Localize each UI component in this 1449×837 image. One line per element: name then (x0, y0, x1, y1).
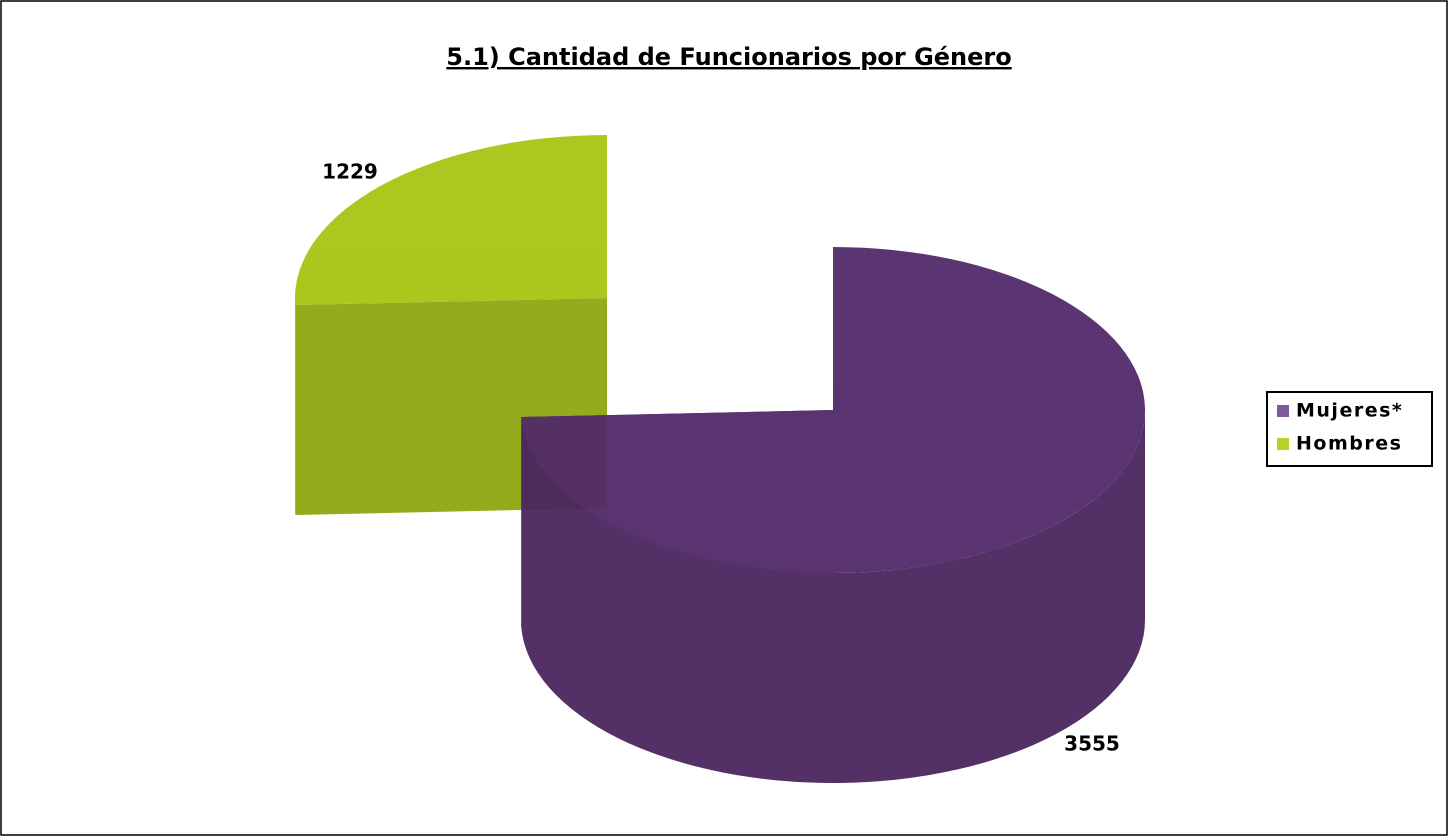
pie: 1229 3555 (295, 135, 1145, 784)
slice-wall (521, 410, 1145, 784)
legend-label: Hombres (1296, 433, 1402, 455)
pie-slice (521, 247, 1145, 784)
slice-top (295, 135, 607, 306)
data-label: 1229 (322, 160, 378, 184)
legend-swatch (1277, 405, 1289, 417)
slice-top (521, 247, 1145, 573)
chart-title: 5.1) Cantidad de Funcionarios por Género (446, 43, 1011, 71)
legend-label: Mujeres* (1296, 400, 1403, 422)
legend-swatch (1277, 438, 1289, 450)
legend: Mujeres* Hombres (1277, 400, 1403, 455)
data-label: 3555 (1064, 732, 1120, 756)
legend-box (1266, 391, 1433, 467)
